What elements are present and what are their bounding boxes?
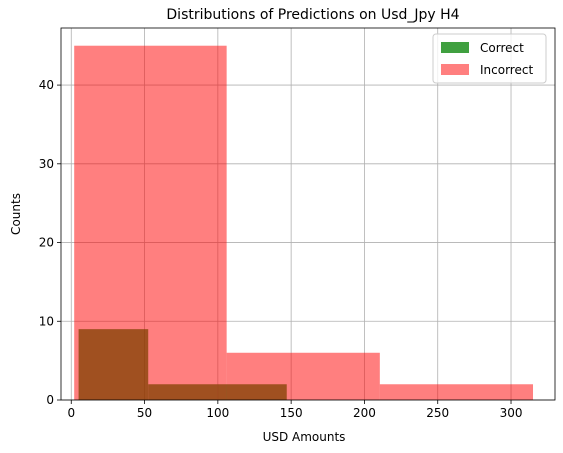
bar-incorrect-0 [74,46,226,400]
x-tick-label: 250 [426,406,449,420]
legend-label-correct: Correct [480,41,524,55]
bar-incorrect-1 [227,353,380,400]
x-tick-label: 150 [280,406,303,420]
legend-label-incorrect: Incorrect [480,63,533,77]
y-tick-label: 20 [39,236,54,250]
bar-incorrect-2 [380,384,533,400]
x-tick-label: 300 [500,406,523,420]
x-axis-label: USD Amounts [263,430,346,444]
y-tick-label: 30 [39,157,54,171]
legend-swatch-correct [441,42,469,53]
y-tick-label: 0 [46,393,54,407]
legend-swatch-incorrect [441,64,469,75]
y-tick-label: 10 [39,314,54,328]
x-tick-label: 100 [206,406,229,420]
x-tick-label: 0 [67,406,75,420]
legend: Correct Incorrect [433,34,546,83]
y-tick-label: 40 [39,78,54,92]
y-axis-label: Counts [9,193,23,235]
x-tick-label: 200 [353,406,376,420]
x-tick-label: 50 [137,406,152,420]
chart-title: Distributions of Predictions on Usd_Jpy … [166,7,459,23]
